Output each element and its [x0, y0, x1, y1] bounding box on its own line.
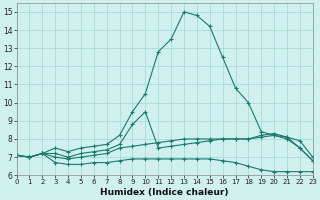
X-axis label: Humidex (Indice chaleur): Humidex (Indice chaleur) — [100, 188, 229, 197]
